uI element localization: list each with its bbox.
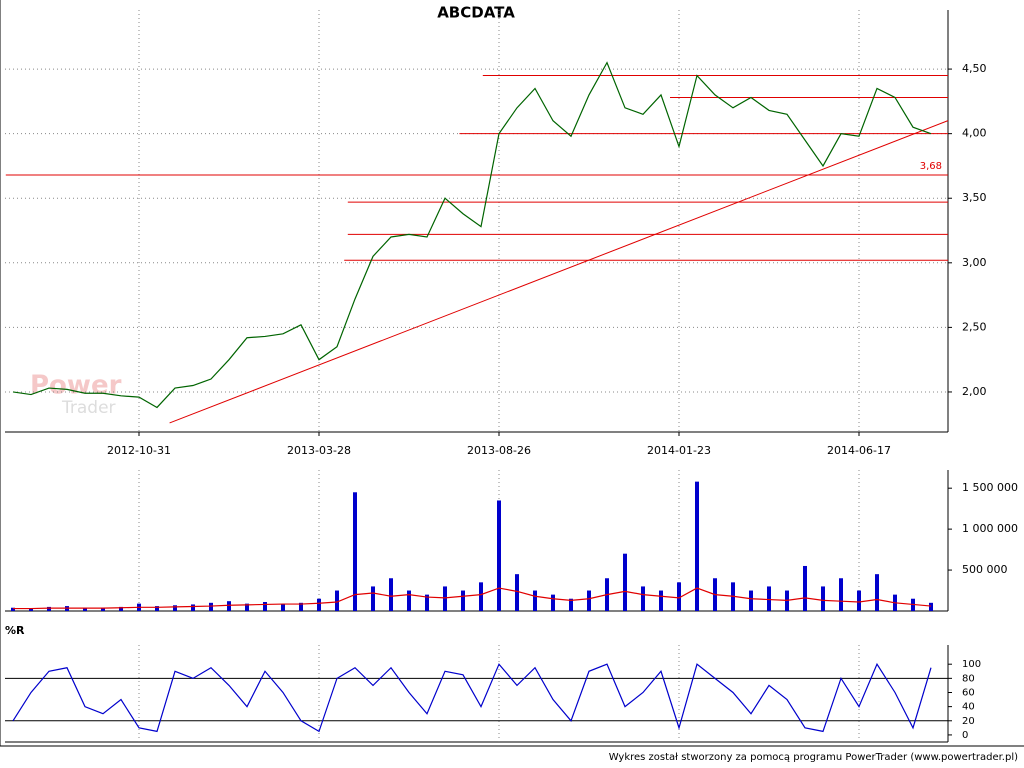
y-tick-label: 60: [962, 687, 975, 698]
bar: [803, 565, 807, 611]
series-line: [13, 587, 932, 610]
bar: [767, 586, 771, 611]
bar: [479, 582, 483, 611]
bar: [263, 601, 267, 611]
bar: [695, 481, 699, 611]
x-tick-label: 2014-01-23: [647, 444, 711, 457]
x-tick-label: 2012-10-31: [107, 444, 171, 457]
bar: [47, 606, 51, 611]
bar: [209, 602, 213, 611]
bar: [353, 492, 357, 611]
trend-line: [169, 120, 949, 424]
bar: [101, 607, 105, 611]
bar: [569, 598, 573, 611]
bar: [875, 574, 879, 611]
y-tick-label: 500 000: [962, 563, 1008, 576]
bar: [299, 602, 303, 611]
y-tick-label: 40: [962, 702, 975, 713]
x-tick-label: 2013-03-28: [287, 444, 351, 457]
bar: [407, 590, 411, 611]
y-tick-label: 3,50: [962, 191, 987, 204]
bar: [443, 586, 447, 611]
bar: [497, 500, 501, 611]
bar: [371, 586, 375, 611]
bar: [677, 582, 681, 611]
bar: [29, 608, 33, 611]
bar: [749, 590, 753, 611]
bar: [461, 590, 465, 611]
bar: [821, 586, 825, 611]
bar: [227, 601, 231, 611]
bar: [11, 607, 15, 611]
watermark: Trader: [61, 398, 116, 418]
bar: [551, 594, 555, 611]
bar: [425, 594, 429, 611]
chart-title: ABCDATA: [437, 4, 515, 22]
bar: [929, 602, 933, 611]
bar: [659, 590, 663, 611]
x-tick-label: 2013-08-26: [467, 444, 531, 457]
y-tick-label: 80: [962, 673, 975, 684]
x-tick-label: 2014-06-17: [827, 444, 891, 457]
y-tick-label: 1 000 000: [962, 522, 1018, 535]
bar: [839, 578, 843, 611]
y-tick-label: 20: [962, 716, 975, 727]
bar: [173, 605, 177, 611]
bar: [245, 603, 249, 611]
y-tick-label: 0: [962, 730, 968, 741]
bar: [587, 590, 591, 611]
bar: [317, 598, 321, 611]
bar: [857, 590, 861, 611]
bar: [533, 590, 537, 611]
bar: [155, 606, 159, 611]
bar: [281, 604, 285, 611]
panel-title: %R: [5, 624, 25, 637]
bar: [83, 607, 87, 611]
bar: [389, 578, 393, 611]
watermark: Power: [30, 371, 122, 401]
footer: Wykres został stworzony za pomocą progra…: [609, 752, 1018, 763]
series-line: [12, 662, 932, 733]
bar: [191, 604, 195, 611]
bar: [119, 606, 123, 611]
y-tick-label: 4,50: [962, 62, 987, 75]
y-tick-label: 1 500 000: [962, 481, 1018, 494]
bar: [641, 586, 645, 611]
y-tick-label: 2,00: [962, 385, 987, 398]
y-tick-label: 100: [962, 659, 981, 670]
bar: [335, 590, 339, 611]
y-tick-label: 2,50: [962, 320, 987, 333]
annotation: 3,68: [920, 161, 942, 172]
bar: [623, 553, 627, 611]
y-tick-label: 4,00: [962, 127, 987, 140]
series-line: [12, 61, 932, 409]
bar: [515, 574, 519, 611]
y-tick-label: 3,00: [962, 256, 987, 269]
